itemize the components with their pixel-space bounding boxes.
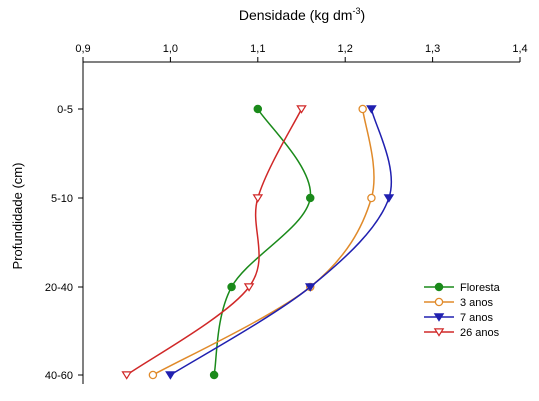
y-tick-label: 20-40	[45, 282, 73, 294]
series-line-3-anos	[152, 108, 375, 376]
legend-label: 3 anos	[460, 297, 494, 309]
x-tick-label: 1,3	[425, 43, 440, 55]
data-point-7-anos	[165, 371, 176, 380]
y-tick-label: 40-60	[45, 370, 73, 382]
data-point-7-anos	[383, 194, 395, 203]
data-point-floresta	[227, 282, 236, 292]
legend-item-7-anos: 7 anos	[424, 312, 494, 324]
axes: 0,9 1,0 1,1 1,2 1,3 1,4 0-5 5-10 20-40 40-60	[45, 43, 528, 384]
x-tick-label: 1,1	[250, 43, 265, 55]
legend-marker	[434, 297, 444, 307]
data-point-floresta	[305, 193, 315, 203]
legend-label: Floresta	[460, 282, 501, 294]
y-axis-label: Profundidade (cm)	[10, 163, 25, 270]
x-tick-label: 0,9	[75, 43, 90, 55]
legend-label: 7 anos	[460, 312, 494, 324]
series-26-anos	[121, 105, 307, 380]
data-point-floresta	[253, 104, 263, 114]
data-point-26-anos	[252, 194, 264, 203]
series-floresta	[209, 104, 315, 380]
data-point-26-anos	[296, 105, 307, 114]
series-line-7-anos	[170, 108, 393, 376]
data-point-7-anos	[366, 105, 377, 114]
chart-title-main: Densidade (kg dm	[239, 7, 353, 23]
data-point-7-anos	[304, 283, 316, 292]
chart-title-superscript: -3	[352, 6, 360, 16]
data-point-3-anos	[358, 104, 367, 114]
series-7-anos	[165, 105, 395, 380]
legend-marker	[433, 313, 445, 322]
data-point-3-anos	[367, 193, 376, 203]
data-point-26-anos	[243, 283, 255, 292]
chart-title: Densidade (kg dm-3)	[239, 6, 365, 23]
legend-marker	[433, 328, 445, 337]
series-3-anos	[148, 104, 376, 380]
x-tick-label: 1,4	[512, 43, 527, 55]
legend-item-26-anos: 26 anos	[424, 327, 500, 339]
legend-item-3-anos: 3 anos	[424, 297, 494, 309]
x-tick-label: 1,0	[163, 43, 178, 55]
data-point-3-anos	[148, 370, 158, 380]
series-group	[121, 104, 395, 380]
legend-label: 26 anos	[460, 327, 500, 339]
y-tick-label: 5-10	[51, 193, 73, 205]
chart-title-end: )	[360, 7, 365, 23]
legend: Floresta 3 anos 7 anos 26 anos	[424, 282, 501, 339]
y-tick-label: 0-5	[57, 104, 73, 116]
data-point-26-anos	[121, 371, 132, 380]
series-line-floresta	[213, 108, 312, 376]
data-point-floresta	[209, 370, 219, 380]
legend-item-floresta: Floresta	[424, 282, 501, 294]
legend-marker	[434, 282, 444, 292]
series-line-26-anos	[126, 108, 303, 376]
x-tick-label: 1,2	[338, 43, 353, 55]
